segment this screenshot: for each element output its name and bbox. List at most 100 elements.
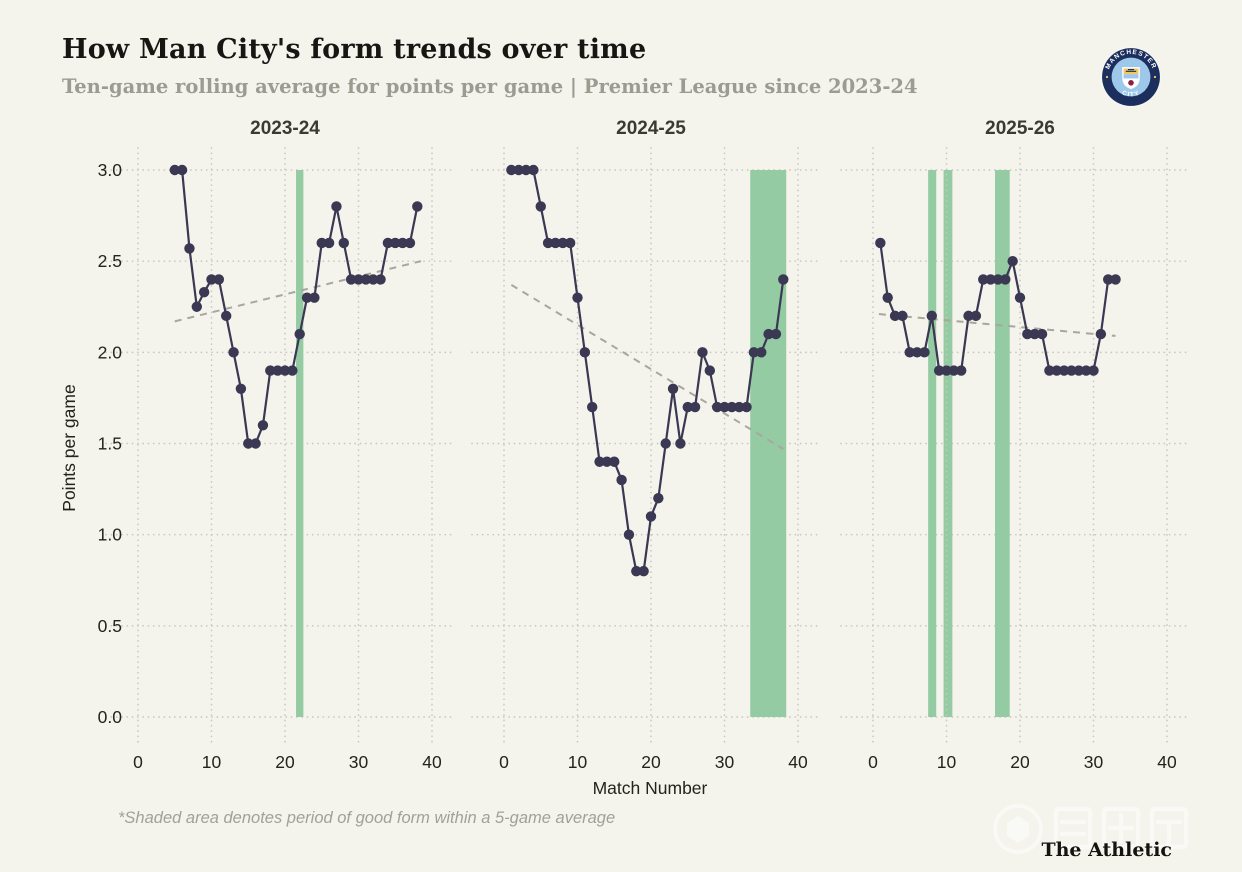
y-tick-label: 2.5 xyxy=(98,251,122,271)
data-point xyxy=(689,401,701,413)
data-point xyxy=(1095,328,1107,340)
x-tick-label: 40 xyxy=(422,752,442,772)
data-point xyxy=(623,529,635,540)
x-tick-label: 20 xyxy=(1010,752,1030,772)
data-point xyxy=(331,201,342,212)
data-point xyxy=(528,164,539,176)
data-point xyxy=(734,401,745,413)
data-point xyxy=(919,347,930,358)
panel-title: 2024-25 xyxy=(616,118,686,139)
badge-bottom-text: CITY xyxy=(1121,90,1141,99)
data-point xyxy=(294,328,305,340)
data-point xyxy=(956,365,967,376)
data-point xyxy=(711,401,723,413)
data-point xyxy=(572,292,583,303)
x-tick-label: 10 xyxy=(937,752,957,772)
badge-svg: MANCHESTER CITY xyxy=(1100,46,1162,108)
data-point xyxy=(1051,365,1062,376)
data-point xyxy=(206,274,217,285)
data-point xyxy=(926,310,937,322)
x-axis-label: Match Number xyxy=(593,778,708,798)
data-point xyxy=(778,274,789,285)
trend-line xyxy=(878,313,1116,337)
page-subtitle: Ten-game rolling average for points per … xyxy=(62,75,918,98)
data-point xyxy=(390,237,401,249)
data-point xyxy=(198,286,210,298)
data-point xyxy=(638,565,649,577)
watermark-graphic xyxy=(993,804,1189,854)
data-point xyxy=(882,292,893,303)
data-point xyxy=(1080,365,1092,376)
data-point xyxy=(756,347,767,358)
data-point xyxy=(594,456,605,467)
data-point xyxy=(1000,274,1011,285)
y-tick-label: 0.0 xyxy=(98,707,123,727)
data-point xyxy=(301,292,313,303)
form-line xyxy=(511,168,785,573)
data-point xyxy=(191,301,202,312)
data-point xyxy=(309,292,320,303)
data-point xyxy=(557,237,568,249)
data-point xyxy=(1103,274,1114,285)
data-point xyxy=(697,347,708,358)
data-point xyxy=(397,237,408,249)
x-tick-label: 20 xyxy=(641,752,661,772)
y-tick-label: 3.0 xyxy=(98,160,123,180)
data-point xyxy=(169,164,180,176)
data-point xyxy=(1110,274,1121,285)
badge-left-star xyxy=(1105,75,1109,79)
x-tick-label: 30 xyxy=(1084,752,1104,772)
good-form-band xyxy=(943,170,953,717)
data-point xyxy=(272,365,283,376)
data-point xyxy=(645,511,657,522)
data-point xyxy=(1044,365,1055,376)
data-point xyxy=(601,456,613,467)
data-point xyxy=(770,328,782,340)
badge-right-star xyxy=(1153,75,1157,79)
data-point xyxy=(1007,255,1018,267)
x-tick-label: 0 xyxy=(133,752,143,772)
data-point xyxy=(250,438,261,449)
data-point xyxy=(360,274,372,285)
x-tick-label: 0 xyxy=(499,752,509,772)
data-point xyxy=(963,310,974,322)
data-point xyxy=(316,237,327,249)
data-point xyxy=(653,493,664,504)
man-city-badge-icon: MANCHESTER CITY xyxy=(1100,46,1162,108)
data-point xyxy=(257,420,269,431)
y-tick-label: 1.0 xyxy=(98,525,123,545)
data-point xyxy=(719,401,730,413)
data-point xyxy=(535,201,546,212)
data-point xyxy=(412,201,423,212)
data-point xyxy=(763,328,774,340)
data-point xyxy=(911,347,923,358)
data-point xyxy=(213,274,225,285)
data-point xyxy=(726,401,738,413)
data-point xyxy=(1088,365,1099,376)
y-axis-label: Points per game xyxy=(59,384,79,511)
data-point xyxy=(904,347,915,358)
data-point xyxy=(875,237,886,249)
x-tick-label: 20 xyxy=(275,752,295,772)
x-tick-label: 30 xyxy=(349,752,369,772)
data-point xyxy=(1066,365,1077,376)
data-point xyxy=(506,164,517,176)
data-point xyxy=(184,243,195,254)
y-tick-label: 1.5 xyxy=(98,434,122,454)
data-point xyxy=(323,237,335,249)
page-title: How Man City's form trends over time xyxy=(62,34,647,65)
x-tick-label: 30 xyxy=(715,752,735,772)
data-point xyxy=(748,347,760,358)
y-tick-label: 0.5 xyxy=(98,616,122,636)
data-point xyxy=(970,310,982,322)
x-tick-label: 40 xyxy=(788,752,808,772)
data-point xyxy=(338,237,349,249)
dongqiudi-watermark xyxy=(990,800,1200,863)
data-point xyxy=(368,274,379,285)
data-point xyxy=(382,237,394,249)
data-point xyxy=(287,365,298,376)
data-point xyxy=(176,164,188,176)
data-point xyxy=(704,365,715,376)
data-point xyxy=(992,274,1004,285)
chart-footnote: *Shaded area denotes period of good form… xyxy=(118,809,616,827)
